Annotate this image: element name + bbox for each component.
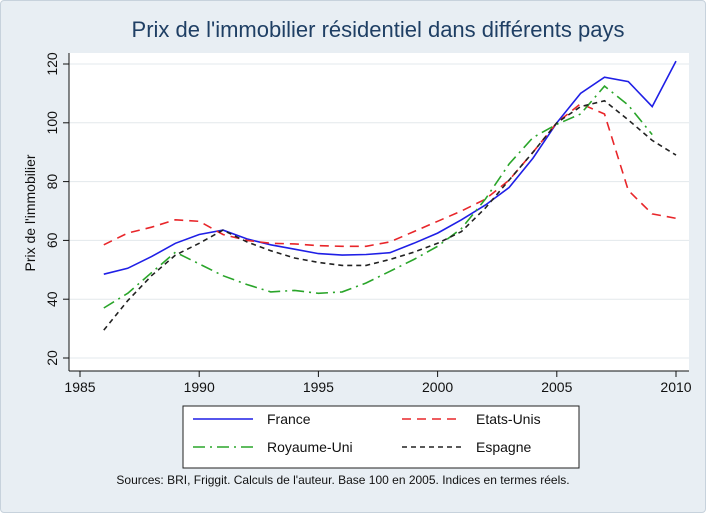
source-note: Sources: BRI, Friggit. Calculs de l'aute… bbox=[116, 473, 569, 487]
y-tick-label: 80 bbox=[44, 174, 60, 190]
legend-label-royaume-uni: Royaume-Uni bbox=[267, 439, 353, 455]
y-axis-label: Prix de l'immobilier bbox=[22, 154, 38, 271]
series-lines bbox=[103, 60, 677, 331]
legend: France Etats-Unis Royaume-Uni Espagne bbox=[193, 411, 541, 455]
legend-box bbox=[182, 405, 580, 469]
y-tick-label: 60 bbox=[44, 232, 60, 248]
legend-label-etats-unis: Etats-Unis bbox=[476, 411, 541, 427]
series-line-espagne bbox=[103, 99, 677, 331]
x-axis-ticks: 1985 1990 1995 2000 2005 2010 bbox=[64, 371, 692, 395]
x-tick-label: 1985 bbox=[64, 379, 95, 395]
y-tick-label: 20 bbox=[44, 350, 60, 366]
y-tick-label: 40 bbox=[44, 291, 60, 307]
x-tick-label: 1990 bbox=[184, 379, 215, 395]
axes bbox=[68, 53, 689, 372]
chart-title: Prix de l'immobilier résidentiel dans di… bbox=[132, 17, 625, 42]
series-line-royaume-uni bbox=[103, 84, 653, 309]
plot-area bbox=[69, 53, 689, 371]
legend-label-france: France bbox=[267, 411, 311, 427]
legend-label-espagne: Espagne bbox=[476, 439, 531, 455]
x-tick-label: 1995 bbox=[303, 379, 334, 395]
x-tick-label: 2000 bbox=[422, 379, 453, 395]
y-tick-label: 120 bbox=[44, 52, 60, 76]
x-tick-label: 2005 bbox=[541, 379, 572, 395]
y-tick-label: 100 bbox=[44, 111, 60, 135]
series-line-france bbox=[103, 60, 677, 275]
y-axis-ticks: 20 40 60 80 100 120 bbox=[44, 52, 69, 366]
gridlines bbox=[69, 63, 689, 359]
x-tick-label: 2010 bbox=[660, 379, 691, 395]
